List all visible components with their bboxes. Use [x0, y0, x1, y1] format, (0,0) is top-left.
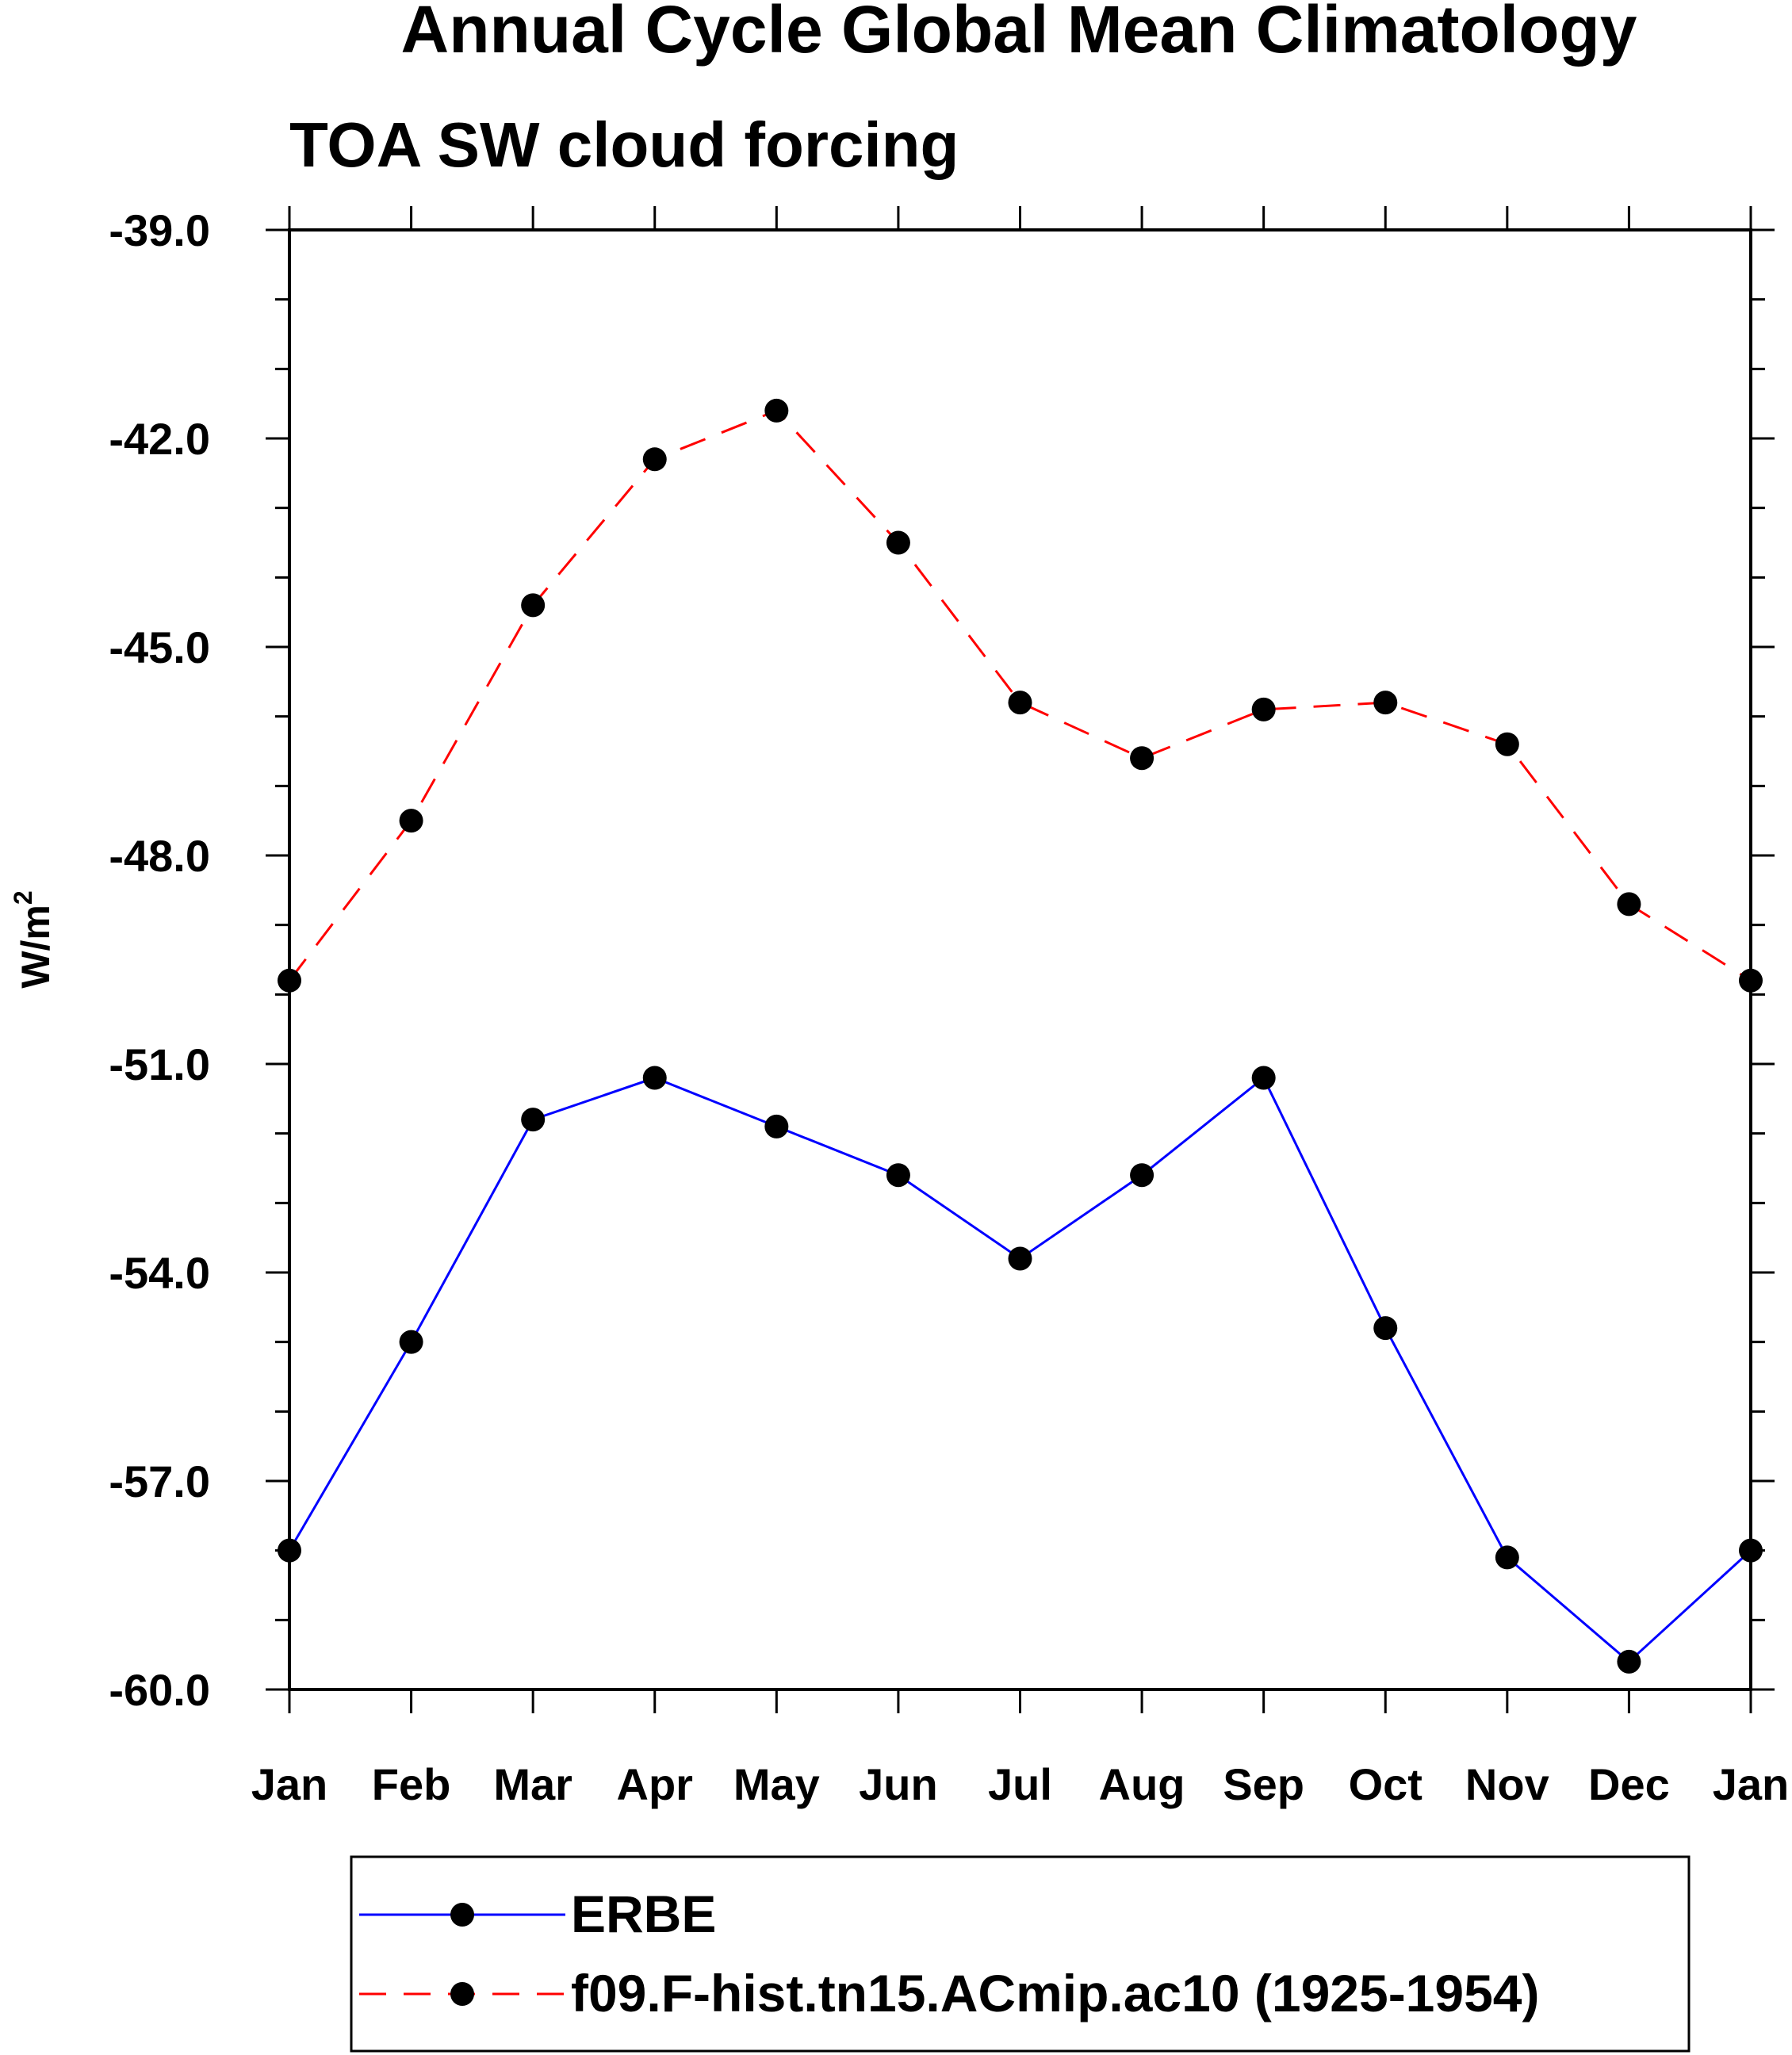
data-point — [1251, 1066, 1276, 1090]
axes: -39.0 -42.0 -45.0 -48.0 -51.0 -54.0 -57.0 -60.0… — [109, 205, 1789, 1809]
data-point — [399, 809, 423, 833]
y-tick-label: -57.0 — [109, 1456, 210, 1506]
data-point — [1495, 1545, 1519, 1570]
x-tick-label: Jul — [988, 1759, 1052, 1809]
data-point — [1617, 892, 1641, 917]
legend-label: f09.F-hist.tn15.ACmip.ac10 (1925-1954) — [571, 1964, 1539, 2022]
legend-box — [350, 1855, 1691, 2053]
svg-text:W/m2: W/m2 — [9, 890, 58, 988]
legend-marker — [450, 1982, 474, 2006]
x-tick-label: Jan — [251, 1759, 328, 1809]
data-point — [642, 447, 667, 472]
y-tick-label: -39.0 — [109, 205, 210, 255]
data-point — [1008, 691, 1032, 715]
legend: ERBE f09.F-hist.tn15.ACmip.ac10 (1925-195… — [350, 1855, 1691, 2053]
plot-frame — [288, 228, 1752, 1691]
x-tick-label: Mar — [493, 1759, 572, 1809]
legend-items: ERBE f09.F-hist.tn15.ACmip.ac10 (1925-195… — [359, 1885, 1539, 2022]
x-tick-label: Nov — [1465, 1759, 1549, 1809]
data-point — [1495, 732, 1519, 756]
data-point — [1130, 1163, 1154, 1188]
x-tick-label: Feb — [372, 1759, 451, 1809]
data-point — [1251, 697, 1276, 721]
series-line — [288, 1076, 1752, 1663]
data-point — [521, 593, 546, 618]
x-tick-label: Dec — [1588, 1759, 1670, 1809]
series-1 — [278, 1066, 1763, 1674]
data-point — [1130, 746, 1154, 771]
x-tick-label: Jun — [859, 1759, 938, 1809]
series-2 — [278, 398, 1763, 993]
x-tick-label: Jan — [1713, 1759, 1790, 1809]
x-tick-label: Apr — [617, 1759, 693, 1809]
legend-label: ERBE — [571, 1885, 716, 1943]
data-point — [886, 530, 910, 555]
y-axis-label-text: W/m — [13, 905, 58, 989]
y-tick-label: -60.0 — [109, 1665, 210, 1715]
y-axis-label-superscript: 2 — [9, 890, 37, 905]
data-point — [1617, 1649, 1641, 1674]
data-point — [399, 1330, 423, 1354]
chart-title: Annual Cycle Global Mean Climatology — [401, 0, 1637, 67]
x-tick-label: Oct — [1349, 1759, 1422, 1809]
data-point — [764, 1114, 789, 1138]
data-point — [764, 398, 789, 423]
y-tick-label: -48.0 — [109, 831, 210, 881]
x-tick-label: May — [733, 1759, 820, 1809]
y-tick-label: -42.0 — [109, 414, 210, 464]
y-tick-label: -45.0 — [109, 622, 210, 672]
data-point — [1008, 1246, 1032, 1271]
chart-subtitle: TOA SW cloud forcing — [289, 109, 959, 180]
data-point — [1373, 691, 1398, 715]
y-tick-label: -54.0 — [109, 1248, 210, 1298]
data-point — [1373, 1316, 1398, 1341]
y-tick-label: -51.0 — [109, 1039, 210, 1089]
y-axis-label: W/m2 — [9, 890, 58, 988]
x-tick-label: Aug — [1099, 1759, 1185, 1809]
data-point — [642, 1066, 667, 1090]
x-tick-label: Sep — [1223, 1759, 1304, 1809]
legend-marker — [450, 1903, 474, 1927]
data-point — [886, 1163, 910, 1188]
data-point — [521, 1108, 546, 1132]
series-layer — [278, 398, 1763, 1674]
